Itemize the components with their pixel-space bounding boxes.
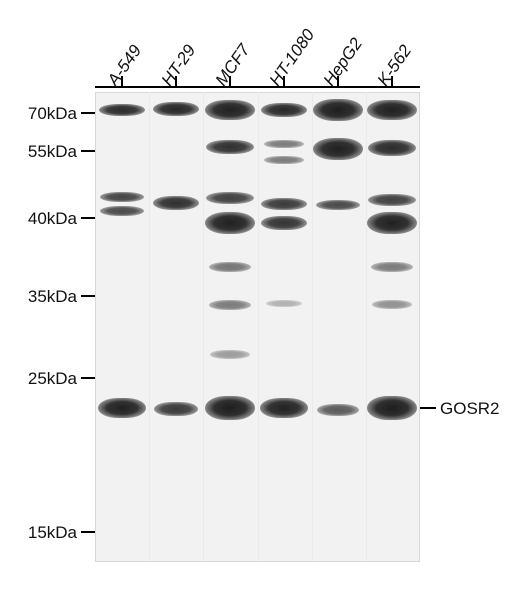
band [210, 350, 250, 359]
band [261, 103, 307, 117]
target-tick [420, 407, 436, 409]
western-blot-figure: 70kDa 55kDa 40kDa 35kDa 25kDa 15kDa A-549 HT-2… [0, 0, 507, 590]
band [205, 100, 255, 120]
band [367, 100, 417, 120]
band [99, 104, 145, 116]
band [316, 200, 360, 210]
band [154, 402, 198, 416]
band [367, 212, 417, 234]
band [100, 206, 144, 216]
band [100, 192, 144, 202]
band [261, 198, 307, 210]
mw-tick [81, 377, 95, 379]
lane-label: HT-1080 [266, 26, 319, 90]
band [368, 194, 416, 206]
band [371, 262, 413, 272]
mw-tick [81, 217, 95, 219]
mw-tick [81, 150, 95, 152]
band [264, 156, 304, 164]
mw-tick [81, 531, 95, 533]
band [206, 140, 254, 154]
mw-label: 15kDa [28, 523, 77, 543]
band [209, 262, 251, 272]
band [261, 216, 307, 230]
band [313, 99, 363, 121]
band [317, 404, 359, 416]
band [368, 140, 416, 156]
mw-label: 40kDa [28, 209, 77, 229]
mw-tick [81, 112, 95, 114]
mw-label: 70kDa [28, 104, 77, 124]
band [260, 398, 308, 418]
band [313, 138, 363, 160]
band [153, 196, 199, 210]
band [98, 398, 146, 418]
band [205, 212, 255, 234]
lane-label: HT-29 [158, 41, 201, 90]
band [372, 300, 412, 309]
lane-label: A-549 [104, 41, 146, 90]
band [205, 396, 255, 420]
band [153, 102, 199, 116]
lane-header-bar [95, 86, 420, 88]
mw-tick [81, 295, 95, 297]
band [264, 140, 304, 148]
lane-label: K-562 [374, 41, 416, 90]
lane-label: HepG2 [320, 34, 367, 90]
band [367, 396, 417, 420]
mw-label: 25kDa [28, 369, 77, 389]
lane-label: MCF7 [212, 41, 255, 90]
band [266, 300, 302, 307]
mw-label: 55kDa [28, 142, 77, 162]
band [209, 300, 251, 310]
band [206, 192, 254, 204]
mw-label: 35kDa [28, 287, 77, 307]
target-label: GOSR2 [440, 399, 500, 419]
